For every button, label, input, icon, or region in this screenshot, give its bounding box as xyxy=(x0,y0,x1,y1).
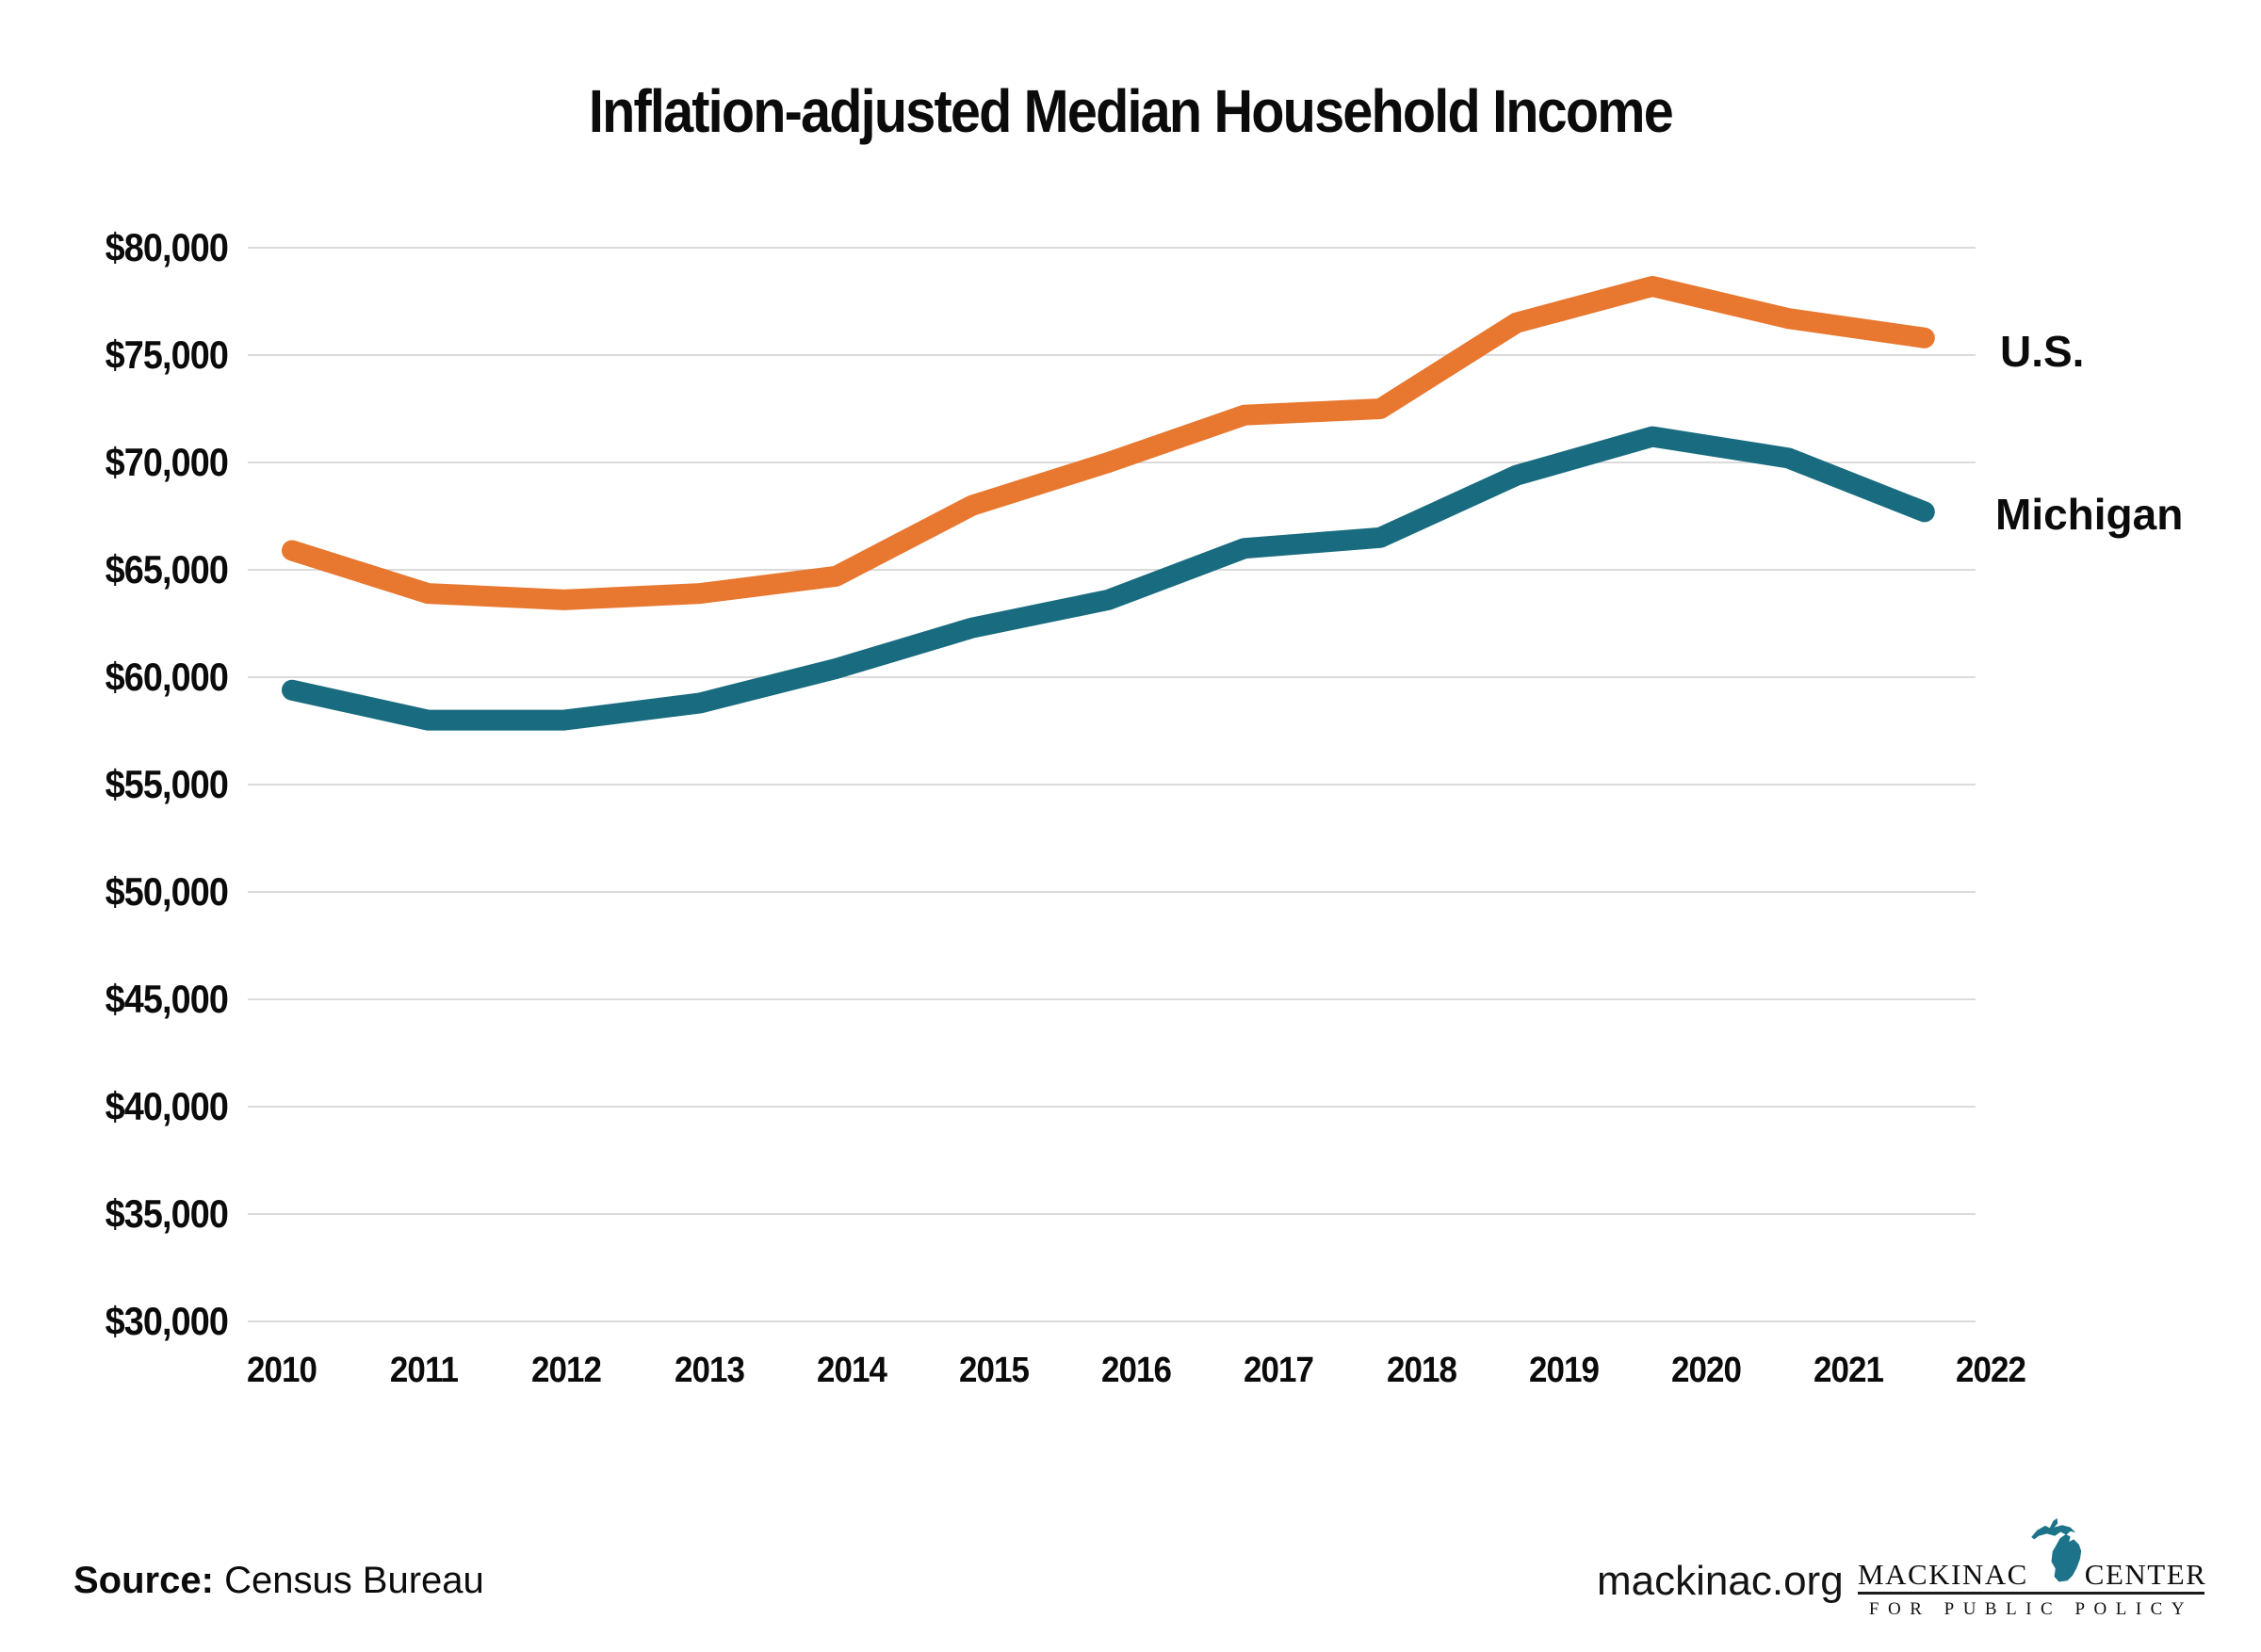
x-axis-label: 2012 xyxy=(531,1351,602,1390)
logo-subtitle: FOR PUBLIC POLICY xyxy=(1868,1599,2194,1619)
y-axis-label: $30,000 xyxy=(105,1299,229,1343)
y-axis-label: $45,000 xyxy=(105,977,229,1021)
x-axis-label: 2021 xyxy=(1814,1351,1884,1390)
mackinac-center-logo: MACKINAC CENTER FOR PUBLIC POLICY xyxy=(1858,1514,2207,1620)
logo-word-center: CENTER xyxy=(2084,1558,2207,1591)
logo-word-mackinac: MACKINAC xyxy=(1858,1558,2028,1591)
x-axis-label: 2019 xyxy=(1528,1351,1600,1390)
y-axis-label: $70,000 xyxy=(105,440,229,484)
y-axis-label: $50,000 xyxy=(105,869,229,914)
y-axis-label: $40,000 xyxy=(105,1084,229,1128)
x-axis-label: 2013 xyxy=(674,1351,745,1390)
y-axis-label: $35,000 xyxy=(105,1191,229,1236)
series-label-us: U.S. xyxy=(2000,327,2085,376)
website-text: mackinac.org xyxy=(1597,1558,1844,1604)
series-line-us xyxy=(282,276,1935,610)
x-axis-label: 2015 xyxy=(958,1351,1030,1390)
y-axis-label: $60,000 xyxy=(105,655,229,699)
source-note: Source: Census Bureau xyxy=(73,1560,484,1602)
y-axis-label: $55,000 xyxy=(105,762,229,806)
x-axis-label: 2018 xyxy=(1386,1351,1457,1390)
series-line-michigan xyxy=(282,426,1935,731)
y-axis-label: $80,000 xyxy=(105,225,229,269)
source-label: Source: xyxy=(73,1560,214,1601)
x-axis-label: 2014 xyxy=(816,1351,887,1390)
series-label-michigan: Michigan xyxy=(1995,490,2184,539)
x-axis-label: 2016 xyxy=(1101,1351,1172,1390)
y-axis-label: $65,000 xyxy=(105,547,229,591)
page-title: Inflation-adjusted Median Household Inco… xyxy=(0,81,2261,141)
michigan-icon xyxy=(2030,1514,2083,1591)
source-value: Census Bureau xyxy=(224,1560,484,1601)
logo-divider xyxy=(1858,1592,2204,1595)
page-title-text: Inflation-adjusted Median Household Inco… xyxy=(588,77,1674,145)
x-axis-label: 2011 xyxy=(390,1351,459,1390)
x-axis-label: 2010 xyxy=(246,1351,317,1390)
x-axis-label: 2022 xyxy=(1956,1351,2026,1390)
y-axis-label: $75,000 xyxy=(105,332,229,377)
x-axis-label: 2020 xyxy=(1670,1351,1742,1390)
logo-row: MACKINAC CENTER xyxy=(1858,1514,2207,1591)
x-axis-label: 2017 xyxy=(1244,1351,1314,1390)
